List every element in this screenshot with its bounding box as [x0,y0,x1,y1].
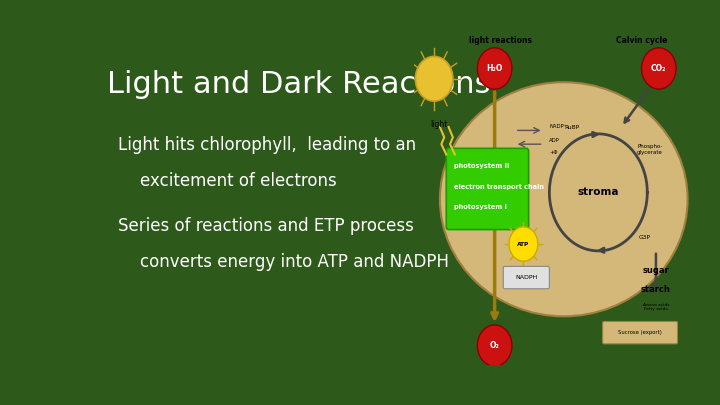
Text: Light and Dark Reactions: Light and Dark Reactions [107,70,490,100]
FancyBboxPatch shape [446,148,528,230]
Text: excitement of electrons: excitement of electrons [140,172,337,190]
Text: +Φ: +Φ [549,150,558,155]
Ellipse shape [440,82,688,316]
Text: converts energy into ATP and NADPH: converts energy into ATP and NADPH [140,253,449,271]
Circle shape [415,56,453,101]
Text: O₂: O₂ [490,341,500,350]
Text: Phospho-
glycerate: Phospho- glycerate [637,144,663,155]
Text: Sucrose (export): Sucrose (export) [618,330,662,335]
Circle shape [509,227,538,261]
FancyBboxPatch shape [503,266,549,289]
Circle shape [477,325,512,366]
Text: Calvin cycle: Calvin cycle [616,36,667,45]
Text: NADPH: NADPH [516,275,537,280]
Text: ADP: ADP [549,138,560,143]
Text: CO₂: CO₂ [651,64,667,73]
Text: light: light [430,120,447,129]
Circle shape [477,48,512,89]
Text: stroma: stroma [577,188,619,197]
Text: G3P: G3P [639,235,650,240]
Text: Light hits chlorophyll,  leading to an: Light hits chlorophyll, leading to an [118,136,416,154]
Text: electron transport chain: electron transport chain [454,184,544,190]
Text: photosystem II: photosystem II [454,163,509,169]
Circle shape [642,48,676,89]
Text: starch: starch [641,285,671,294]
Text: Series of reactions and ETP process: Series of reactions and ETP process [118,217,414,235]
Text: photosystem I: photosystem I [454,205,507,211]
Text: Amino acids
Fatty acids: Amino acids Fatty acids [643,303,669,311]
Text: ATP: ATP [517,241,530,247]
FancyBboxPatch shape [603,322,678,344]
Text: sugar: sugar [642,266,670,275]
Text: light reactions: light reactions [469,36,532,45]
Text: RuBP: RuBP [564,125,580,130]
Text: NADP⁺: NADP⁺ [549,124,567,130]
Text: H₂O: H₂O [487,64,503,73]
